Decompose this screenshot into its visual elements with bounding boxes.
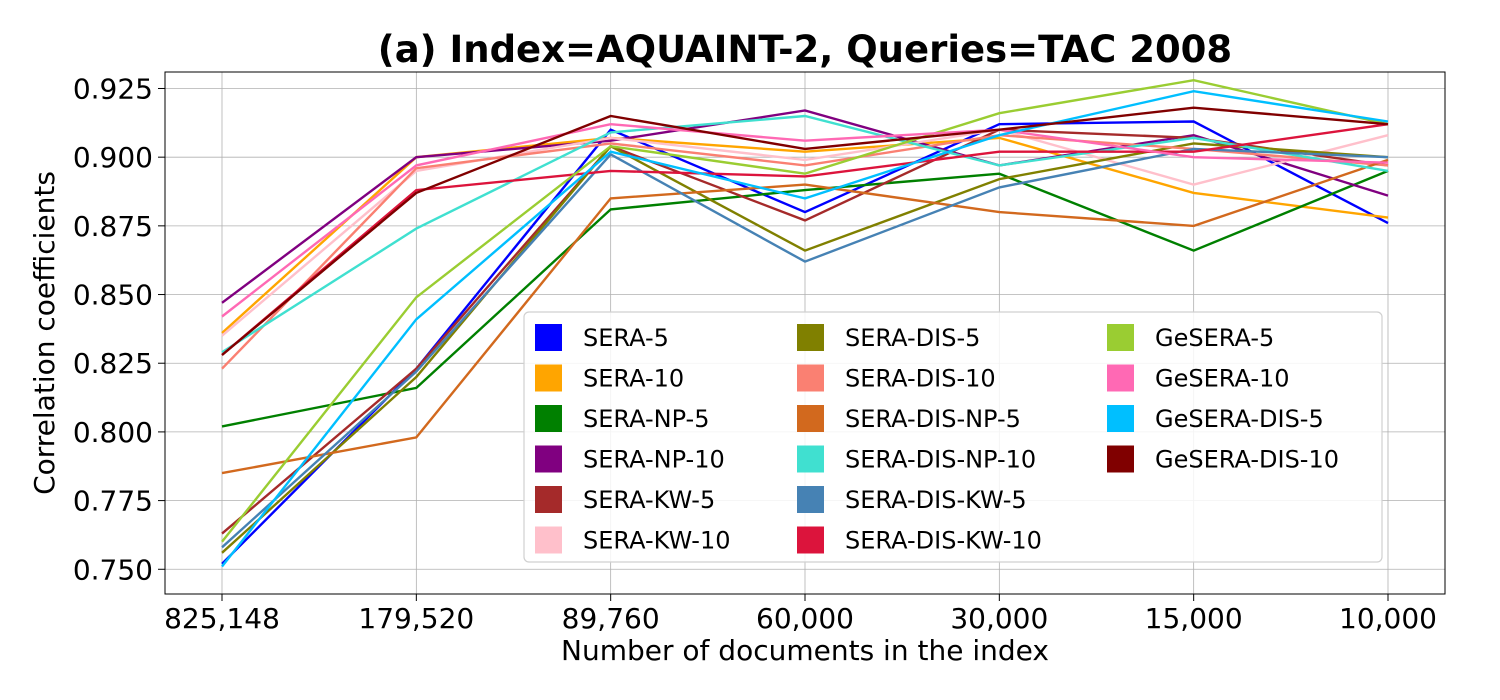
y-tick-label: 0.900: [73, 141, 153, 174]
legend-swatch: [797, 405, 824, 432]
legend-swatch: [797, 486, 824, 513]
legend-swatch: [535, 445, 562, 473]
series-line-sera-kw-10: [221, 128, 1389, 337]
legend-label: GeSERA-5: [1155, 324, 1274, 352]
legend-swatch: [535, 526, 562, 554]
chart-title: (a) Index=AQUAINT-2, Queries=TAC 2008: [378, 28, 1232, 71]
legend-swatch: [797, 364, 824, 392]
x-tick-label: 15,000: [1145, 602, 1243, 635]
y-tick-label: 0.925: [73, 72, 153, 105]
legend-label: SERA-DIS-NP-10: [845, 446, 1036, 474]
x-tick-label: 10,000: [1339, 602, 1437, 635]
series-line-sera-dis-np-10: [221, 114, 1389, 354]
legend-swatch: [797, 324, 824, 351]
y-tick-label: 0.800: [73, 416, 153, 449]
legend-swatch: [797, 445, 824, 473]
legend-label: SERA-DIS-KW-10: [845, 527, 1042, 555]
x-tick-label: 825,148: [164, 602, 280, 635]
legend-swatch: [535, 405, 562, 432]
legend-swatch: [535, 324, 562, 351]
legend-swatch: [1107, 324, 1134, 351]
legend-swatch: [1107, 405, 1134, 432]
legend-label: GeSERA-DIS-10: [1155, 446, 1339, 474]
legend-label: SERA-10: [583, 365, 684, 393]
y-axis: 0.750 0.775 0.800 0.825 0.850 0.875 0.900 0.925: [73, 72, 165, 586]
legend-label: SERA-DIS-5: [845, 324, 980, 352]
legend-label: SERA-DIS-KW-5: [845, 486, 1027, 514]
x-tick-label: 89,760: [562, 602, 660, 635]
x-tick-label: 30,000: [950, 602, 1048, 635]
series-line-sera-dis-5: [221, 142, 1389, 554]
legend-label: SERA-DIS-10: [845, 365, 996, 393]
series-line-sera-np-10: [221, 109, 1389, 304]
series-line-gesera-5: [221, 78, 1389, 543]
y-tick-label: 0.875: [73, 210, 153, 243]
y-tick-label: 0.750: [73, 553, 153, 586]
series-line-sera-dis-np-5: [221, 158, 1389, 475]
series-line-sera-dis-kw-5: [221, 147, 1389, 549]
y-tick-label: 0.850: [73, 279, 153, 312]
series-line-sera-np-5: [221, 169, 1389, 428]
series-line-sera-dis-kw-10: [221, 123, 1389, 356]
series-line-gesera-dis-10: [221, 106, 1389, 356]
x-axis: 825,148 179,520 89,760 60,000 30,000 15,000 10…: [164, 594, 1437, 635]
series-line-gesera-10: [221, 122, 1389, 318]
legend-swatch: [535, 364, 562, 392]
legend-label: SERA-DIS-NP-5: [845, 405, 1021, 433]
legend-frame: [523, 311, 1383, 563]
legend-swatch: [535, 486, 562, 513]
series-lines: [221, 78, 1389, 568]
x-axis-label: Number of documents in the index: [561, 634, 1049, 667]
legend-label: SERA-NP-5: [583, 405, 709, 433]
legend-label: SERA-5: [583, 324, 669, 352]
legend-swatch: [1107, 445, 1134, 473]
legend-label: GeSERA-10: [1155, 365, 1290, 393]
legend-label: SERA-NP-10: [583, 446, 725, 474]
legend-label: SERA-KW-10: [583, 527, 731, 555]
x-tick-label: 179,520: [358, 602, 474, 635]
y-axis-label: Correlation coefficients: [28, 171, 61, 495]
legend-label: SERA-KW-5: [583, 486, 715, 514]
series-line-gesera-dis-5: [221, 89, 1389, 568]
legend-label: GeSERA-DIS-5: [1155, 405, 1324, 433]
legend: SERA-5 SERA-10 SERA-NP-5 SERA-NP-10 SERA-KW-…: [523, 311, 1383, 563]
y-tick-label: 0.775: [73, 485, 153, 518]
x-tick-label: 60,000: [756, 602, 854, 635]
legend-swatch: [1107, 364, 1134, 392]
legend-swatch: [797, 526, 824, 554]
y-tick-label: 0.825: [73, 347, 153, 380]
